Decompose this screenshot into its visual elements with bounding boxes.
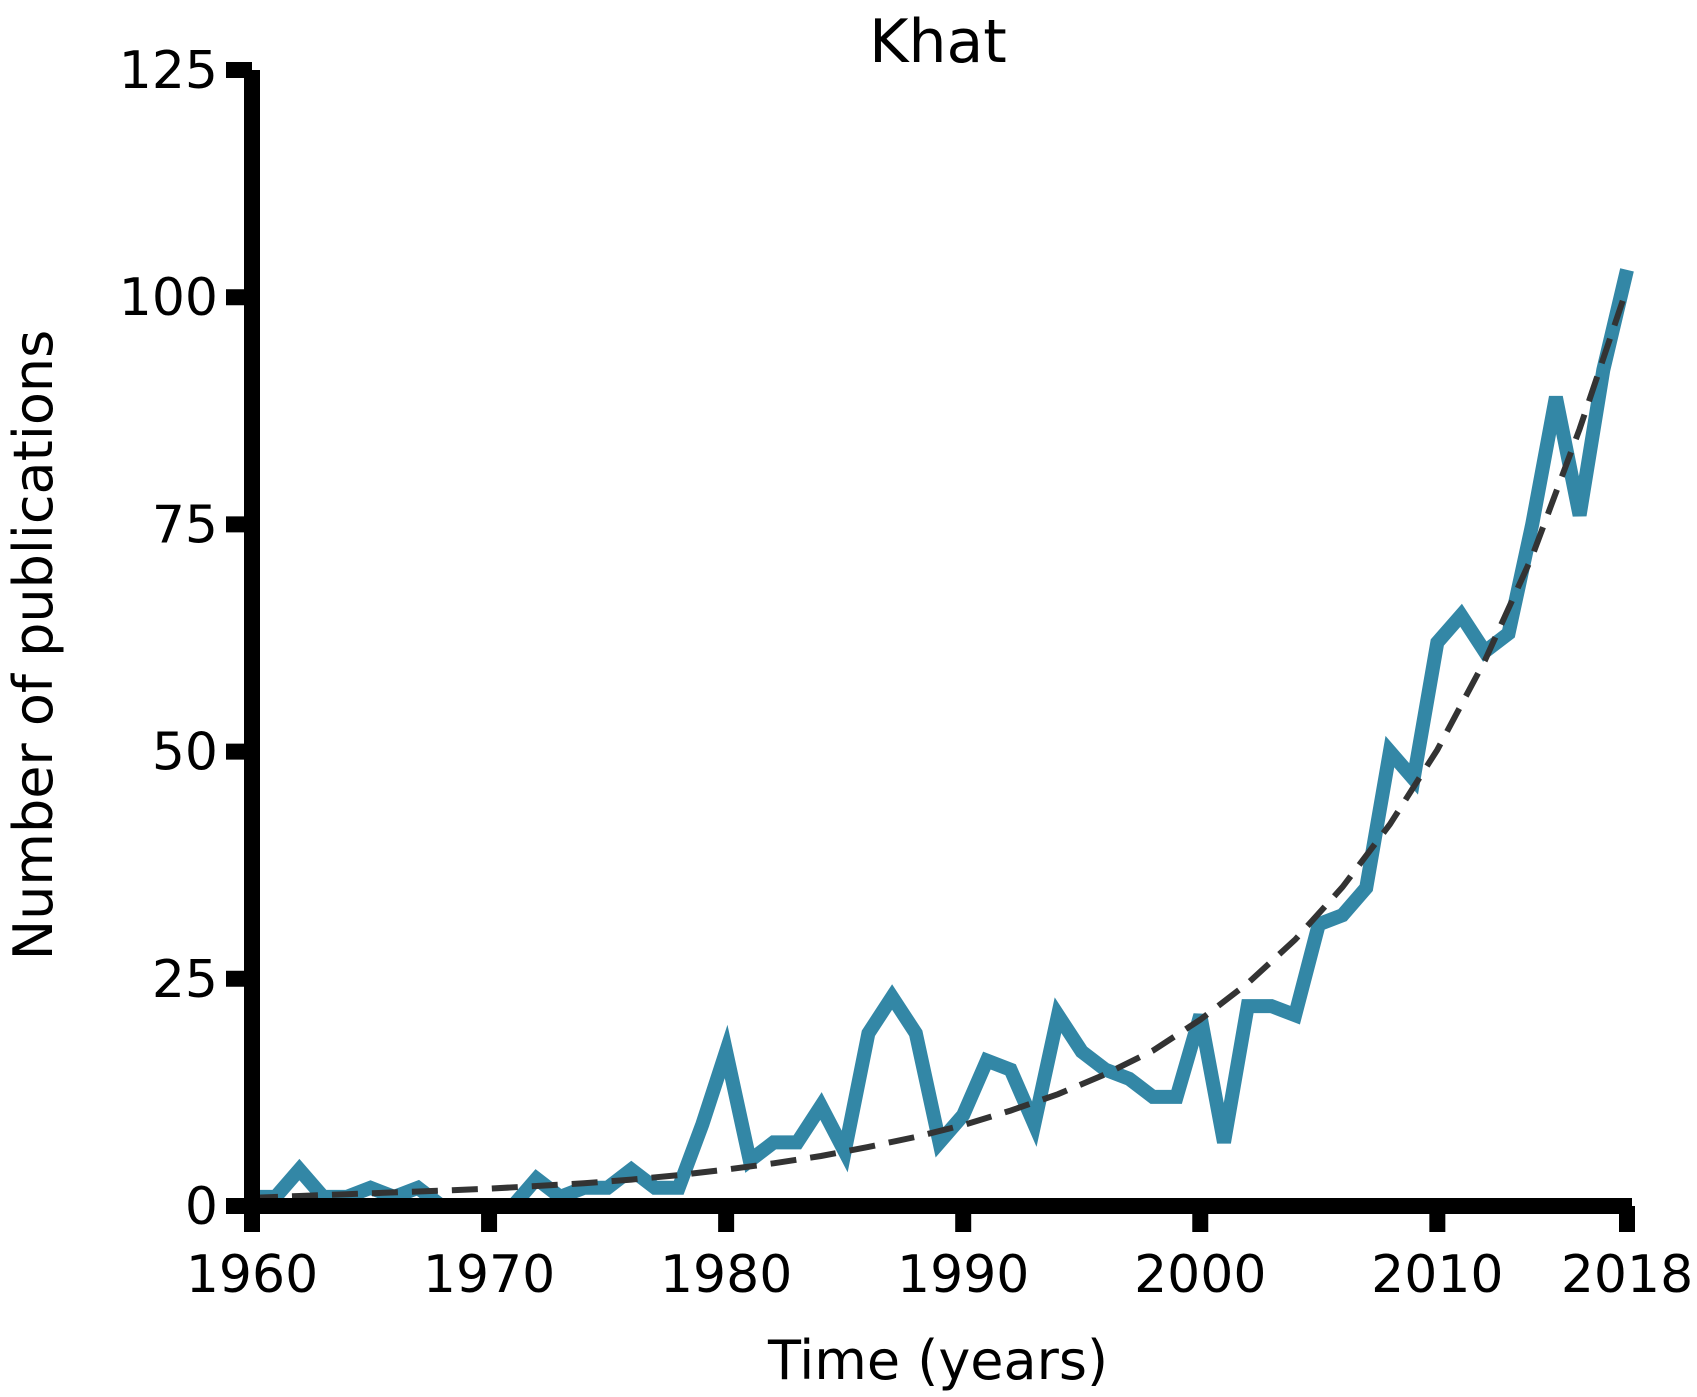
- data-line: [252, 268, 1634, 1213]
- y-tick-label: 50: [152, 723, 218, 783]
- tick-labels: 1960 1970 1980 1990 2000 2010 2018 0 25 50 75 100 12…: [119, 41, 1693, 1305]
- x-tick-label: 1980: [660, 1245, 792, 1305]
- y-tick-label: 125: [119, 41, 218, 101]
- axes: [226, 62, 1635, 1232]
- chart-title: Khat: [869, 7, 1007, 77]
- x-tick-label: 2010: [1371, 1245, 1503, 1305]
- trend-line: [251, 287, 1630, 1201]
- x-tick-label: 2000: [1134, 1245, 1266, 1305]
- y-axis-label: Number of publications: [2, 330, 65, 960]
- y-tick-label: 0: [185, 1177, 218, 1237]
- y-tick-label: 75: [152, 495, 218, 555]
- plot-area: [251, 268, 1634, 1213]
- x-axis-label: Time (years): [767, 1329, 1108, 1392]
- y-tick-label: 100: [119, 268, 218, 328]
- x-tick-label: 2018: [1561, 1245, 1693, 1305]
- x-tick-label: 1960: [186, 1245, 318, 1305]
- x-tick-label: 1990: [897, 1245, 1029, 1305]
- y-tick-label: 25: [152, 950, 218, 1010]
- x-tick-label: 1970: [423, 1245, 555, 1305]
